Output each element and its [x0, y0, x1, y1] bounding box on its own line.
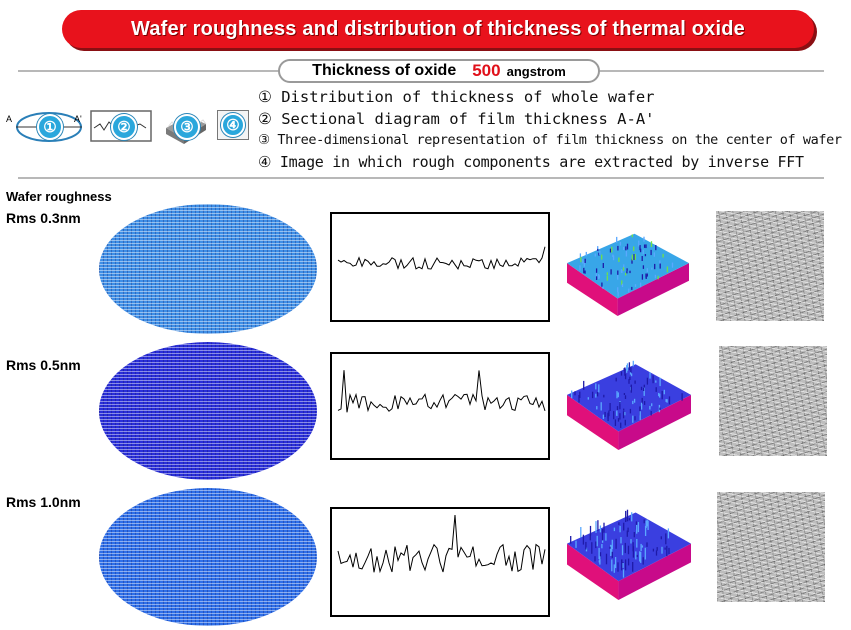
oxide-unit: angstrom	[506, 63, 566, 79]
legend-icons: A ① A' ② ③ ④	[6, 106, 256, 146]
legend-item-2: ② Sectional diagram of film thickness A-…	[258, 109, 655, 128]
page-title: Wafer roughness and distribution of thic…	[131, 17, 745, 40]
wafer-map-2	[99, 342, 317, 480]
badge-2-icon: ②	[111, 114, 137, 140]
row-label-1: Rms 0.3nm	[6, 210, 81, 226]
section-plot-3	[330, 507, 550, 617]
fft-image-icon: ④	[217, 110, 249, 140]
title-banner: Wafer roughness and distribution of thic…	[62, 10, 814, 48]
surface-3d-3	[567, 509, 691, 600]
badge-3-icon: ③	[174, 114, 200, 140]
surface-side-left	[567, 543, 619, 600]
wafer-map-1	[99, 204, 317, 334]
row-label-2: Rms 0.5nm	[6, 357, 81, 373]
divider-bottom	[18, 177, 824, 179]
legend-list: ① Distribution of thickness of whole waf…	[258, 87, 842, 173]
legend-item-3: ③ Three-dimensional representation of fi…	[258, 132, 842, 148]
row-label-3: Rms 1.0nm	[6, 494, 81, 510]
oxide-thickness-pill: Thickness of oxide 500 angstrom	[278, 59, 600, 83]
surface-side-right	[618, 394, 691, 450]
wafer-map-3	[99, 488, 317, 626]
surface-3d-1	[567, 233, 689, 316]
badge-1-icon: ①	[37, 114, 63, 140]
oxide-label: Thickness of oxide	[312, 62, 457, 79]
surface-side-left	[567, 263, 618, 316]
section-plot-1	[330, 212, 550, 322]
section-trace-line	[337, 514, 546, 574]
badge-4-icon: ④	[221, 113, 245, 137]
surface-side-right	[617, 263, 689, 316]
surface-3d-2	[567, 360, 691, 450]
divider-right	[598, 70, 824, 72]
surface-side-right	[618, 543, 691, 600]
fft-image-3	[717, 492, 825, 602]
legend-item-1: ① Distribution of thickness of whole waf…	[258, 88, 655, 106]
legend-item-4: ④ Image in which rough components are ex…	[258, 152, 804, 171]
section-label: Wafer roughness	[6, 189, 112, 204]
divider-left	[18, 70, 280, 72]
axis-a-label: A	[6, 114, 13, 124]
surface-side-left	[567, 394, 619, 450]
section-plot-2	[330, 352, 550, 460]
section-trace-line	[337, 246, 546, 271]
section-trace-line	[337, 370, 546, 413]
oxide-value: 500	[472, 61, 501, 80]
axis-a-prime-label: A'	[74, 114, 82, 124]
fft-image-2	[719, 346, 827, 456]
fft-image-1	[716, 211, 824, 321]
